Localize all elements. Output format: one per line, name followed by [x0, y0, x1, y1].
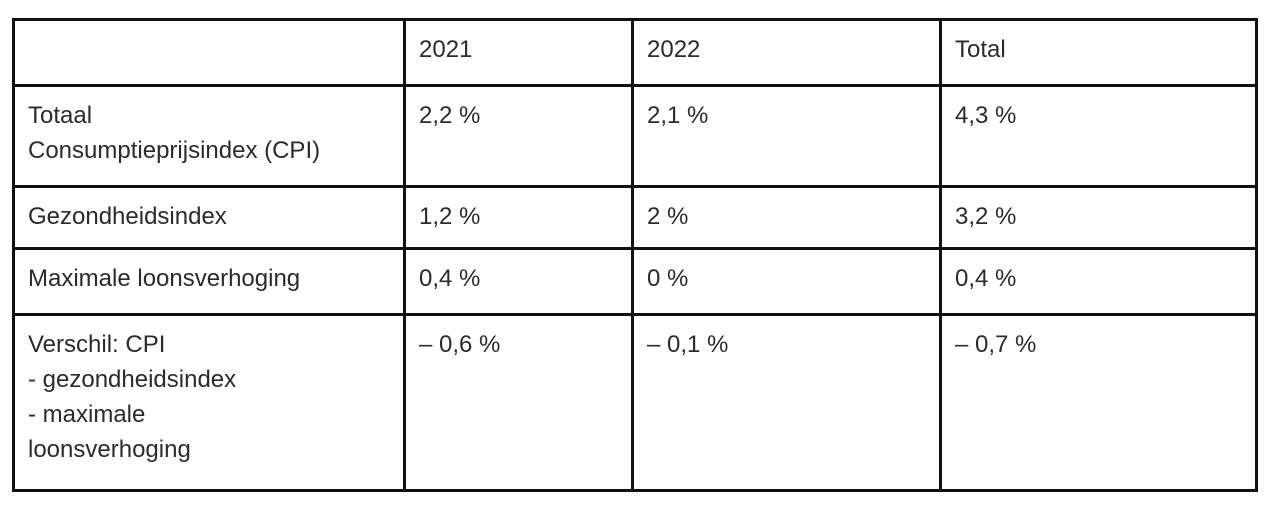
header-row: 2021 2022 Total [12, 18, 1258, 87]
value-verschil-total: – 0,7 % [939, 313, 1258, 492]
row-label-totaal-cpi: Totaal Consumptieprijsindex (CPI) [12, 84, 406, 188]
header-cell-total: Total [939, 18, 1258, 87]
value-loonsverhoging-2021: 0,4 % [403, 247, 634, 316]
value-cpi-2022: 2,1 % [631, 84, 942, 188]
corner-empty-cell [12, 18, 406, 87]
value-gezondheidsindex-2021: 1,2 % [403, 185, 634, 250]
value-cpi-total: 4,3 % [939, 84, 1258, 188]
row-label-maximale-loonsverhoging: Maximale loonsverhoging [12, 247, 406, 316]
header-cell-2021: 2021 [403, 18, 634, 87]
indexation-table-container: 2021 2022 Total Totaal Consumptieprijsin… [12, 18, 1258, 492]
value-gezondheidsindex-total: 3,2 % [939, 185, 1258, 250]
value-verschil-2022: – 0,1 % [631, 313, 942, 492]
row-label-gezondheidsindex: Gezondheidsindex [12, 185, 406, 250]
value-gezondheidsindex-2022: 2 % [631, 185, 942, 250]
row-maximale-loonsverhoging: Maximale loonsverhoging 0,4 % 0 % 0,4 % [12, 247, 1258, 316]
row-verschil: Verschil: CPI - gezondheidsindex - maxim… [12, 313, 1258, 492]
row-gezondheidsindex: Gezondheidsindex 1,2 % 2 % 3,2 % [12, 185, 1258, 250]
value-loonsverhoging-2022: 0 % [631, 247, 942, 316]
value-verschil-2021: – 0,6 % [403, 313, 634, 492]
indexation-table: 2021 2022 Total Totaal Consumptieprijsin… [12, 18, 1258, 492]
value-cpi-2021: 2,2 % [403, 84, 634, 188]
header-cell-2022: 2022 [631, 18, 942, 87]
row-label-verschil: Verschil: CPI - gezondheidsindex - maxim… [12, 313, 406, 492]
value-loonsverhoging-total: 0,4 % [939, 247, 1258, 316]
row-totaal-cpi: Totaal Consumptieprijsindex (CPI) 2,2 % … [12, 84, 1258, 188]
